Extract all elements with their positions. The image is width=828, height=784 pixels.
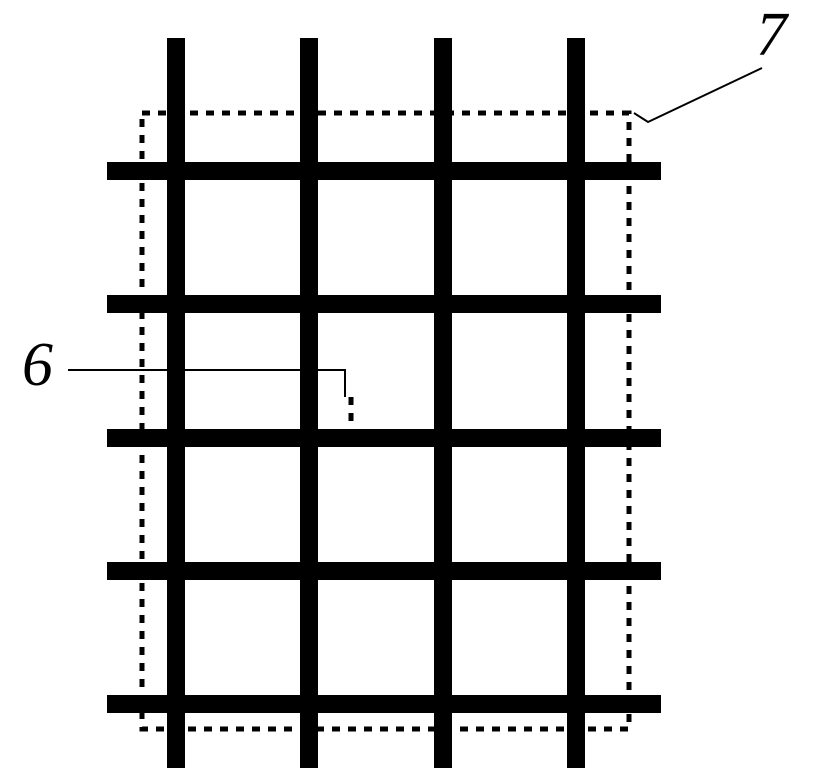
callout-label-7: 7 [756, 0, 787, 71]
dashed-inner-segment [0, 0, 828, 784]
diagram-canvas: 7 6 [0, 0, 828, 784]
callout-label-6: 6 [22, 330, 53, 401]
